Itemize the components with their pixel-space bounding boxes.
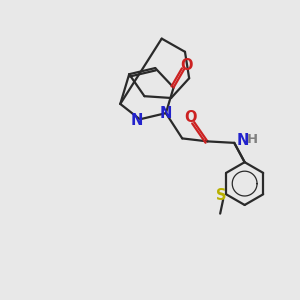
Text: O: O [180,58,193,74]
Text: N: N [131,113,143,128]
Text: S: S [215,188,226,203]
Text: O: O [184,110,197,125]
Text: N: N [160,106,172,121]
Text: N: N [236,133,249,148]
Text: H: H [247,133,258,146]
